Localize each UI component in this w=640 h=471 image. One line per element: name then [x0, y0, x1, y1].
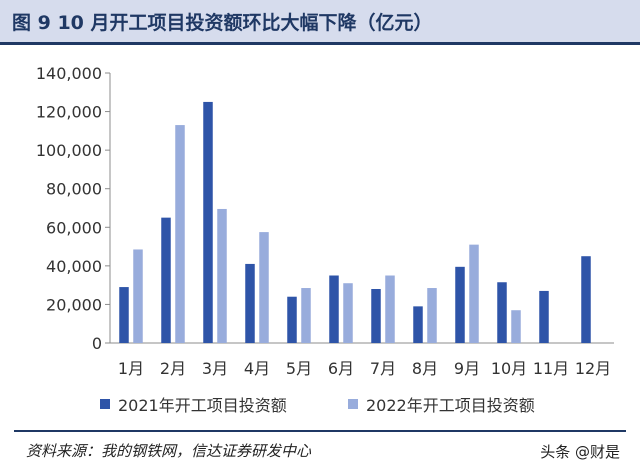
y-tick-label: 60,000	[46, 218, 102, 237]
bar-2021-12	[581, 256, 591, 343]
y-tick-label: 80,000	[46, 180, 102, 199]
legend-swatch-2022	[348, 399, 358, 409]
bar-2022-7	[385, 275, 395, 343]
bar-2022-9	[469, 244, 479, 343]
legend-label-2021: 2021年开工项目投资额	[118, 396, 287, 415]
bar-2022-2	[175, 125, 185, 343]
bar-2021-4	[245, 263, 255, 343]
x-tick-label: 6月	[328, 359, 354, 378]
bar-2022-6	[343, 283, 353, 343]
bar-2021-9	[455, 266, 465, 343]
y-tick-label: 0	[92, 334, 102, 353]
legend-swatch-2021	[100, 399, 110, 409]
title-bar: 图 9 10 月开工项目投资额环比大幅下降（亿元）	[0, 0, 640, 42]
x-tick-label: 9月	[454, 359, 480, 378]
bar-2022-4	[259, 232, 269, 343]
chart-title: 图 9 10 月开工项目投资额环比大幅下降（亿元）	[12, 12, 433, 34]
y-tick-label: 120,000	[36, 103, 102, 122]
x-tick-label: 4月	[244, 359, 270, 378]
legend-label-2022: 2022年开工项目投资额	[366, 396, 535, 415]
x-tick-label: 10月	[491, 359, 527, 378]
y-tick-label: 40,000	[46, 257, 102, 276]
bar-2022-10	[511, 310, 521, 343]
legend-item-2021: 2021年开工项目投资额	[100, 392, 287, 416]
x-tick-label: 7月	[370, 359, 396, 378]
bar-2021-6	[329, 275, 339, 343]
bar-2022-1	[133, 249, 143, 343]
bar-2021-7	[371, 289, 381, 343]
x-axis-ticks: 1月 2月 3月 4月 5月 6月 7月 8月 9月 10月 11月 12月	[118, 359, 611, 378]
x-tick-label: 8月	[412, 359, 438, 378]
x-tick-label: 5月	[286, 359, 312, 378]
source-note: 资料来源：我的钢铁网，信达证券研发中心	[26, 442, 312, 460]
y-tick-label: 20,000	[46, 295, 102, 314]
x-tick-label: 1月	[118, 359, 144, 378]
bar-2021-2	[161, 217, 171, 343]
x-tick-label: 2月	[160, 359, 186, 378]
bar-2021-3	[203, 101, 213, 343]
bars-group	[119, 101, 591, 343]
y-axis-ticks: 0 20,000 40,000 60,000 80,000 100,000 120,000 1…	[36, 64, 110, 353]
bar-2022-3	[217, 208, 227, 343]
watermark: 头条 @财是	[540, 443, 620, 461]
bar-2021-1	[119, 287, 129, 343]
x-tick-label: 12月	[575, 359, 611, 378]
bar-2021-5	[287, 296, 297, 343]
bar-2022-8	[427, 288, 437, 343]
x-tick-label: 3月	[202, 359, 228, 378]
source-divider	[14, 430, 626, 432]
y-tick-label: 140,000	[36, 64, 102, 83]
legend-item-2022: 2022年开工项目投资额	[348, 392, 535, 416]
bar-2021-11	[539, 290, 549, 343]
title-divider	[0, 42, 640, 45]
y-tick-label: 100,000	[36, 141, 102, 160]
x-tick-label: 11月	[533, 359, 569, 378]
bar-2021-10	[497, 282, 507, 343]
bar-2021-8	[413, 306, 423, 343]
bar-2022-5	[301, 288, 311, 343]
